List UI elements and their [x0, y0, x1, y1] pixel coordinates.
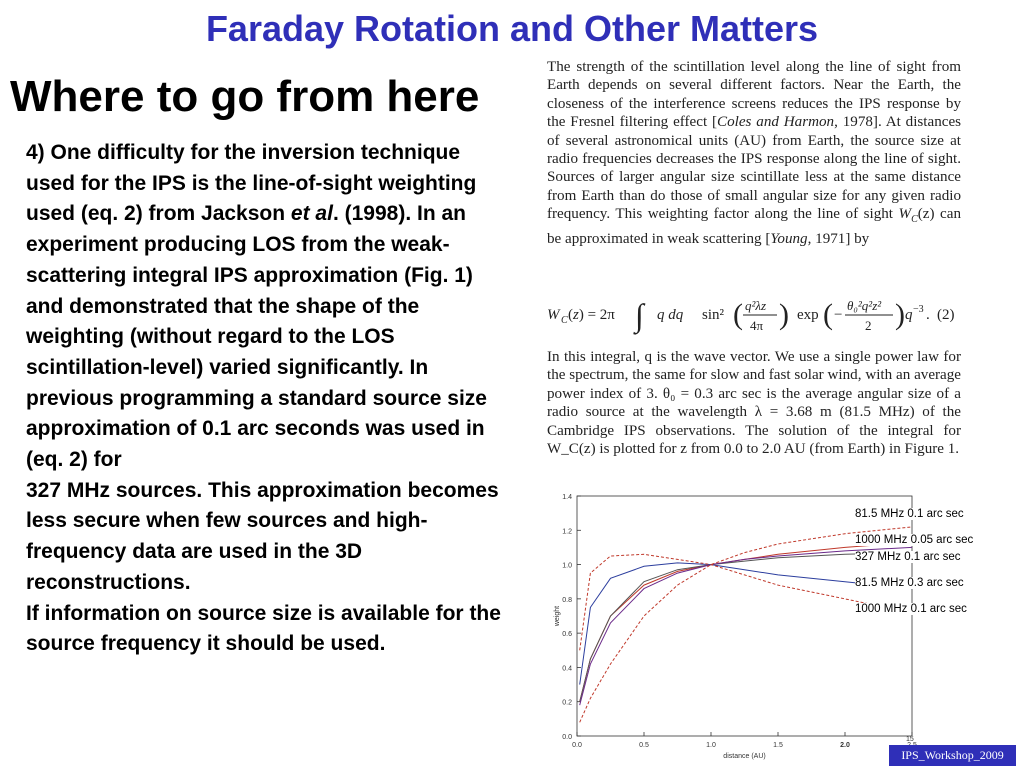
scan-cite-coles: Coles and Harmon	[717, 114, 835, 131]
y-axis-label: weight	[554, 606, 561, 627]
svg-text:exp: exp	[797, 307, 819, 323]
body-p1-after: . (1998). In an experiment producing LOS…	[26, 202, 487, 472]
x-tick-label: 1.5	[773, 742, 783, 749]
y-tick-label: 1.4	[562, 494, 572, 501]
scan-cite-young: Young	[770, 230, 808, 247]
equation-2: W C (z) = 2π ∫ q dq sin² ( q²λz 4π ) exp…	[547, 284, 961, 344]
svg-text:−: −	[834, 307, 842, 323]
y-tick-label: 0.6	[562, 631, 572, 638]
svg-text:2: 2	[865, 318, 872, 333]
svg-text:(: (	[733, 298, 743, 331]
scan-p1-a: The strength of the scintillation level …	[547, 59, 961, 131]
svg-text:q: q	[905, 307, 913, 323]
y-tick-label: 0.8	[562, 597, 572, 604]
legend-entry: 81.5 MHz 0.3 arc sec	[855, 577, 964, 589]
footer-badge: IPS_Workshop_2009	[889, 745, 1016, 766]
x-axis-label: distance (AU)	[723, 753, 765, 760]
svg-text:4π: 4π	[750, 318, 764, 333]
equation-graphic: W C (z) = 2π ∫ q dq sin² ( q²λz 4π ) exp…	[547, 297, 955, 335]
plot-frame	[576, 495, 913, 737]
body-paragraph-2: 327 MHz sources. This approximation beco…	[26, 478, 499, 594]
series-line	[579, 546, 913, 706]
svg-text:q dq: q dq	[657, 307, 684, 323]
scan-paragraph-1: The strength of the scintillation level …	[547, 59, 962, 247]
weighting-chart: 0.00.20.40.60.81.01.21.40.00.51.01.52.02…	[547, 488, 974, 768]
scanned-paper-excerpt-2: In this integral, q is the wave vector. …	[547, 348, 961, 458]
legend-entry: 327 MHz 0.1 arc sec	[855, 551, 961, 563]
x-tick-label: 0.0	[572, 742, 582, 749]
series-line	[579, 526, 913, 723]
scanned-paper-excerpt: The strength of the scintillation level …	[547, 58, 961, 248]
scan-p1-b: , 1978]. At distances of several astrono…	[547, 114, 962, 223]
series-line	[579, 552, 913, 702]
body-p1-italic: et al	[290, 202, 333, 226]
svg-text:∫: ∫	[633, 297, 646, 335]
scan-paragraph-2: In this integral, q is the wave vector. …	[547, 349, 961, 458]
legend-entry: 1000 MHz 0.1 arc sec	[855, 603, 967, 615]
svg-text:): )	[895, 298, 905, 331]
x-tick-label: 2.0	[840, 742, 850, 749]
page-number: 15	[906, 736, 914, 743]
equation-number: (2)	[937, 307, 955, 323]
x-tick-label: 1.0	[706, 742, 716, 749]
series-line	[579, 541, 913, 702]
scan-p1-c: (z) can be approximated in weak scatteri…	[547, 206, 961, 247]
svg-text:−3: −3	[913, 304, 924, 315]
svg-text:θ₀²q²z²: θ₀²q²z²	[847, 298, 882, 313]
svg-text:(: (	[823, 298, 833, 331]
svg-text:.: .	[926, 307, 930, 323]
section-heading: Where to go from here	[10, 72, 480, 121]
svg-text:q²λz: q²λz	[745, 298, 766, 313]
y-tick-label: 0.2	[562, 700, 572, 707]
svg-text:(z) = 2π: (z) = 2π	[568, 307, 615, 323]
legend-entry: 81.5 MHz 0.1 arc sec	[855, 508, 964, 520]
body-paragraph-3: If information on source size is availab…	[26, 601, 501, 656]
y-tick-label: 0.4	[562, 665, 572, 672]
y-tick-label: 1.0	[562, 563, 572, 570]
x-tick-label: 0.5	[639, 742, 649, 749]
svg-text:W: W	[547, 307, 561, 323]
series-line	[579, 553, 913, 651]
scan-p1-d: , 1971] by	[807, 230, 870, 247]
y-tick-label: 1.2	[562, 528, 572, 535]
body-text: 4) One difficulty for the inversion tech…	[26, 138, 506, 660]
svg-text:): )	[779, 298, 789, 331]
series-line	[579, 562, 913, 685]
body-paragraph-1: 4) One difficulty for the inversion tech…	[26, 138, 506, 476]
body-p1-before: 4) One difficulty for the inversion tech…	[26, 141, 477, 226]
chart-svg: 0.00.20.40.60.81.01.21.40.00.51.01.52.02…	[554, 494, 917, 760]
scan-wc-symbol: W	[898, 206, 912, 223]
slide-title: Faraday Rotation and Other Matters	[205, 8, 819, 49]
y-tick-label: 0.0	[562, 734, 572, 741]
legend-entry: 1000 MHz 0.05 arc sec	[855, 534, 974, 546]
svg-text:C: C	[561, 315, 568, 326]
svg-text:sin²: sin²	[702, 307, 725, 323]
